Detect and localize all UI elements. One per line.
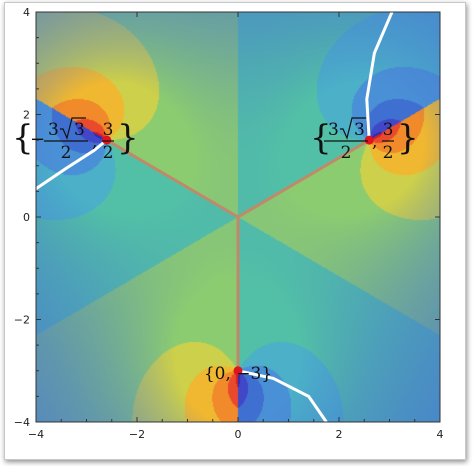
label-left-rad: 3: [74, 120, 85, 140]
label-left-y-den: 2: [103, 143, 114, 163]
x-tick-label: −4: [28, 428, 44, 441]
label-left-y-num: 3: [103, 120, 114, 140]
x-tick-label: 2: [336, 428, 343, 441]
x-tick-label: −2: [129, 428, 145, 441]
branch-cut-bottom: [237, 369, 328, 423]
label-right-rad: 3: [354, 120, 365, 140]
y-tick-label: 2: [23, 109, 30, 122]
label-left-num: 3: [48, 120, 59, 140]
label-bottom: {0, −3}: [204, 364, 272, 384]
label-left-brace-open: {: [12, 118, 34, 158]
label-right-brace-open: {: [310, 118, 332, 158]
label-right-y-den: 2: [383, 143, 394, 163]
label-right-num: 3: [328, 120, 339, 140]
label-left-minus: −: [30, 129, 45, 150]
y-tick-label: 0: [23, 211, 30, 224]
label-right-den: 2: [341, 143, 352, 163]
label-right-sqrt: [340, 117, 366, 140]
point-marker-0: [102, 135, 112, 145]
label-right-y-num: 3: [383, 120, 394, 140]
point-marker-2: [233, 366, 243, 376]
label-left-comma: ,: [92, 132, 97, 152]
segment-1: [237, 138, 370, 219]
y-tick-label: −4: [14, 416, 30, 429]
label-right-brace-close: }: [397, 118, 419, 158]
label-left-sqrt: [60, 117, 86, 140]
branch-cut-left: [35, 138, 108, 191]
label-left-den: 2: [61, 143, 72, 163]
branch-cut-right: [365, 11, 394, 141]
y-tick-label: −2: [14, 314, 30, 327]
x-tick-label: 0: [235, 428, 242, 441]
label-left-brace-close: }: [117, 118, 139, 158]
x-tick-label: 4: [437, 428, 444, 441]
segment-0: [106, 138, 239, 219]
label-right-comma: ,: [372, 132, 377, 152]
point-marker-1: [364, 135, 374, 145]
y-tick-label: 4: [23, 6, 30, 19]
